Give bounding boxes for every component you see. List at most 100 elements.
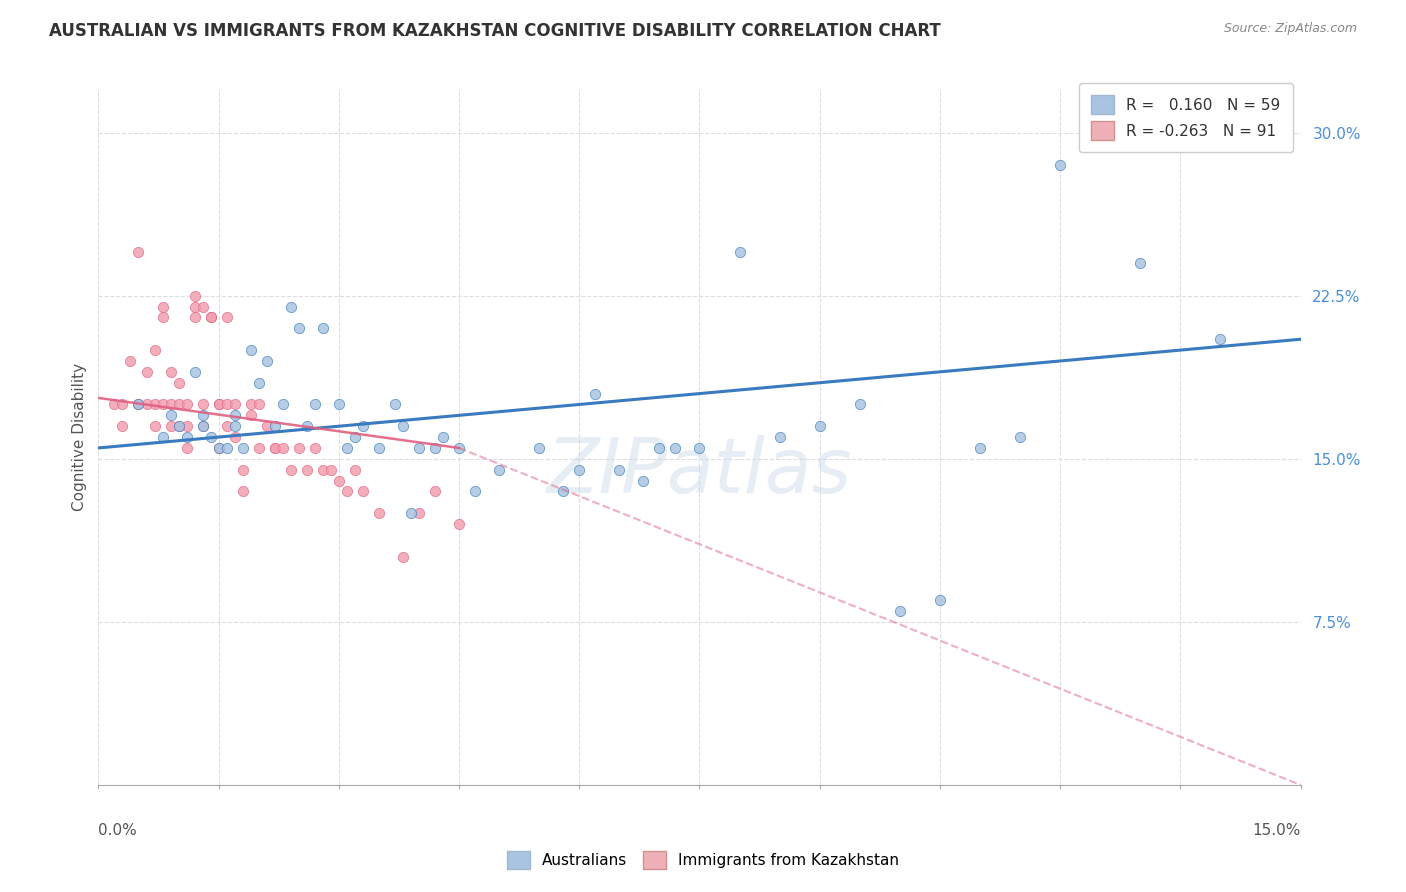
Point (183, 300, 205, 314)
Legend: R =   0.160   N = 59, R = -0.263   N = 91: R = 0.160 N = 59, R = -0.263 N = 91 (1078, 83, 1294, 153)
Point (239, 409, 262, 423)
Text: 15.0%: 15.0% (1253, 823, 1301, 838)
Point (849, 397, 872, 411)
Point (232, 463, 254, 477)
Point (343, 463, 366, 477)
Point (392, 419, 415, 434)
Text: AUSTRALIAN VS IMMIGRANTS FROM KAZAKHSTAN COGNITIVE DISABILITY CORRELATION CHART: AUSTRALIAN VS IMMIGRANTS FROM KAZAKHSTAN… (49, 22, 941, 40)
Point (529, 441, 551, 455)
Point (423, 441, 446, 455)
Point (336, 484, 359, 499)
Point (247, 441, 270, 455)
Point (1010, 430, 1032, 444)
Point (280, 300, 302, 314)
Point (200, 310, 222, 325)
Point (399, 506, 422, 520)
Point (336, 441, 359, 455)
Point (392, 549, 415, 564)
Point (648, 441, 671, 455)
Point (208, 441, 231, 455)
Point (135, 397, 157, 411)
Point (609, 463, 631, 477)
Point (200, 430, 222, 444)
Point (239, 343, 262, 357)
Point (929, 593, 952, 607)
Point (1129, 256, 1152, 270)
Point (176, 397, 198, 411)
Point (568, 463, 591, 477)
Point (288, 321, 311, 335)
Point (191, 409, 214, 423)
Point (191, 419, 214, 434)
Point (152, 430, 174, 444)
Point (304, 397, 326, 411)
Point (232, 441, 254, 455)
Point (271, 397, 294, 411)
Point (167, 419, 190, 434)
Point (152, 300, 174, 314)
Point (152, 310, 174, 325)
Y-axis label: Cognitive Disability: Cognitive Disability (72, 363, 87, 511)
Point (208, 397, 231, 411)
Point (239, 397, 262, 411)
Point (167, 376, 190, 390)
Point (215, 419, 238, 434)
Point (176, 441, 198, 455)
Point (232, 484, 254, 499)
Point (263, 441, 285, 455)
Point (111, 397, 134, 411)
Point (111, 419, 134, 434)
Point (553, 484, 575, 499)
Point (208, 397, 231, 411)
Text: Source: ZipAtlas.com: Source: ZipAtlas.com (1223, 22, 1357, 36)
Point (224, 419, 246, 434)
Text: 0.0%: 0.0% (98, 823, 138, 838)
Point (256, 354, 278, 368)
Point (224, 409, 246, 423)
Point (191, 419, 214, 434)
Point (633, 474, 655, 488)
Point (295, 419, 318, 434)
Point (343, 430, 366, 444)
Point (447, 441, 470, 455)
Point (135, 365, 157, 379)
Point (224, 397, 246, 411)
Point (295, 463, 318, 477)
Point (271, 441, 294, 455)
Point (176, 430, 198, 444)
Point (128, 397, 150, 411)
Point (969, 441, 991, 455)
Point (247, 397, 270, 411)
Point (176, 419, 198, 434)
Point (423, 484, 446, 499)
Point (183, 289, 205, 303)
Point (464, 484, 486, 499)
Point (224, 430, 246, 444)
Point (889, 604, 911, 618)
Point (263, 441, 285, 455)
Point (247, 376, 270, 390)
Point (159, 397, 181, 411)
Point (304, 441, 326, 455)
Point (183, 365, 205, 379)
Point (159, 419, 181, 434)
Point (384, 397, 406, 411)
Point (159, 409, 181, 423)
Point (368, 506, 391, 520)
Point (183, 310, 205, 325)
Point (768, 430, 790, 444)
Point (1049, 158, 1071, 172)
Point (312, 321, 335, 335)
Point (352, 484, 374, 499)
Point (447, 516, 470, 531)
Point (808, 419, 831, 434)
Point (368, 441, 391, 455)
Point (152, 397, 174, 411)
Point (288, 441, 311, 455)
Point (215, 310, 238, 325)
Point (488, 463, 510, 477)
Point (120, 354, 142, 368)
Point (352, 419, 374, 434)
Point (167, 397, 190, 411)
Point (208, 441, 231, 455)
